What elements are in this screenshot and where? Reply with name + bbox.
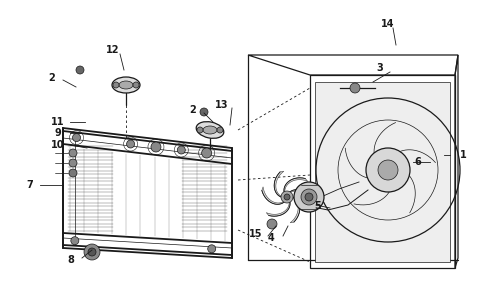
Circle shape [133, 82, 139, 88]
Circle shape [217, 127, 223, 133]
Circle shape [151, 142, 161, 152]
Circle shape [305, 193, 313, 201]
Circle shape [69, 159, 77, 167]
Polygon shape [315, 82, 450, 262]
Circle shape [177, 146, 185, 154]
Text: 3: 3 [377, 63, 384, 73]
Text: 6: 6 [415, 157, 421, 167]
Circle shape [69, 149, 77, 157]
Text: 2: 2 [48, 73, 55, 83]
Circle shape [76, 66, 84, 74]
Circle shape [305, 200, 315, 210]
Circle shape [374, 156, 402, 184]
Polygon shape [274, 171, 284, 197]
Text: 7: 7 [26, 180, 34, 190]
Polygon shape [290, 190, 312, 207]
Text: 14: 14 [381, 19, 395, 29]
Text: 13: 13 [215, 100, 229, 110]
Polygon shape [284, 178, 308, 192]
Circle shape [113, 82, 119, 88]
Text: 1: 1 [460, 150, 467, 160]
Text: 2: 2 [190, 105, 196, 115]
Text: 12: 12 [106, 45, 120, 55]
Circle shape [200, 108, 208, 116]
Circle shape [69, 169, 77, 177]
Circle shape [378, 160, 398, 180]
Text: 10: 10 [51, 140, 65, 150]
Polygon shape [262, 187, 284, 204]
Text: 5: 5 [314, 201, 322, 211]
Polygon shape [266, 202, 290, 216]
Circle shape [208, 245, 216, 253]
Ellipse shape [196, 122, 224, 138]
Circle shape [267, 219, 277, 229]
Circle shape [366, 148, 410, 192]
Circle shape [294, 182, 324, 212]
Circle shape [197, 127, 203, 133]
Circle shape [202, 148, 212, 158]
Circle shape [84, 244, 100, 260]
Text: 11: 11 [51, 117, 65, 127]
Polygon shape [290, 197, 300, 223]
Ellipse shape [203, 126, 217, 134]
Circle shape [382, 164, 394, 176]
Circle shape [281, 191, 293, 203]
Ellipse shape [112, 77, 140, 93]
Circle shape [301, 189, 317, 205]
Circle shape [72, 134, 81, 142]
Circle shape [127, 140, 134, 148]
Text: 4: 4 [268, 233, 275, 243]
Text: 15: 15 [249, 229, 263, 239]
Ellipse shape [119, 81, 133, 89]
Circle shape [350, 83, 360, 93]
Circle shape [71, 237, 79, 245]
Circle shape [284, 194, 290, 200]
Text: 8: 8 [68, 255, 74, 265]
Text: 9: 9 [55, 128, 61, 138]
Circle shape [88, 248, 96, 256]
